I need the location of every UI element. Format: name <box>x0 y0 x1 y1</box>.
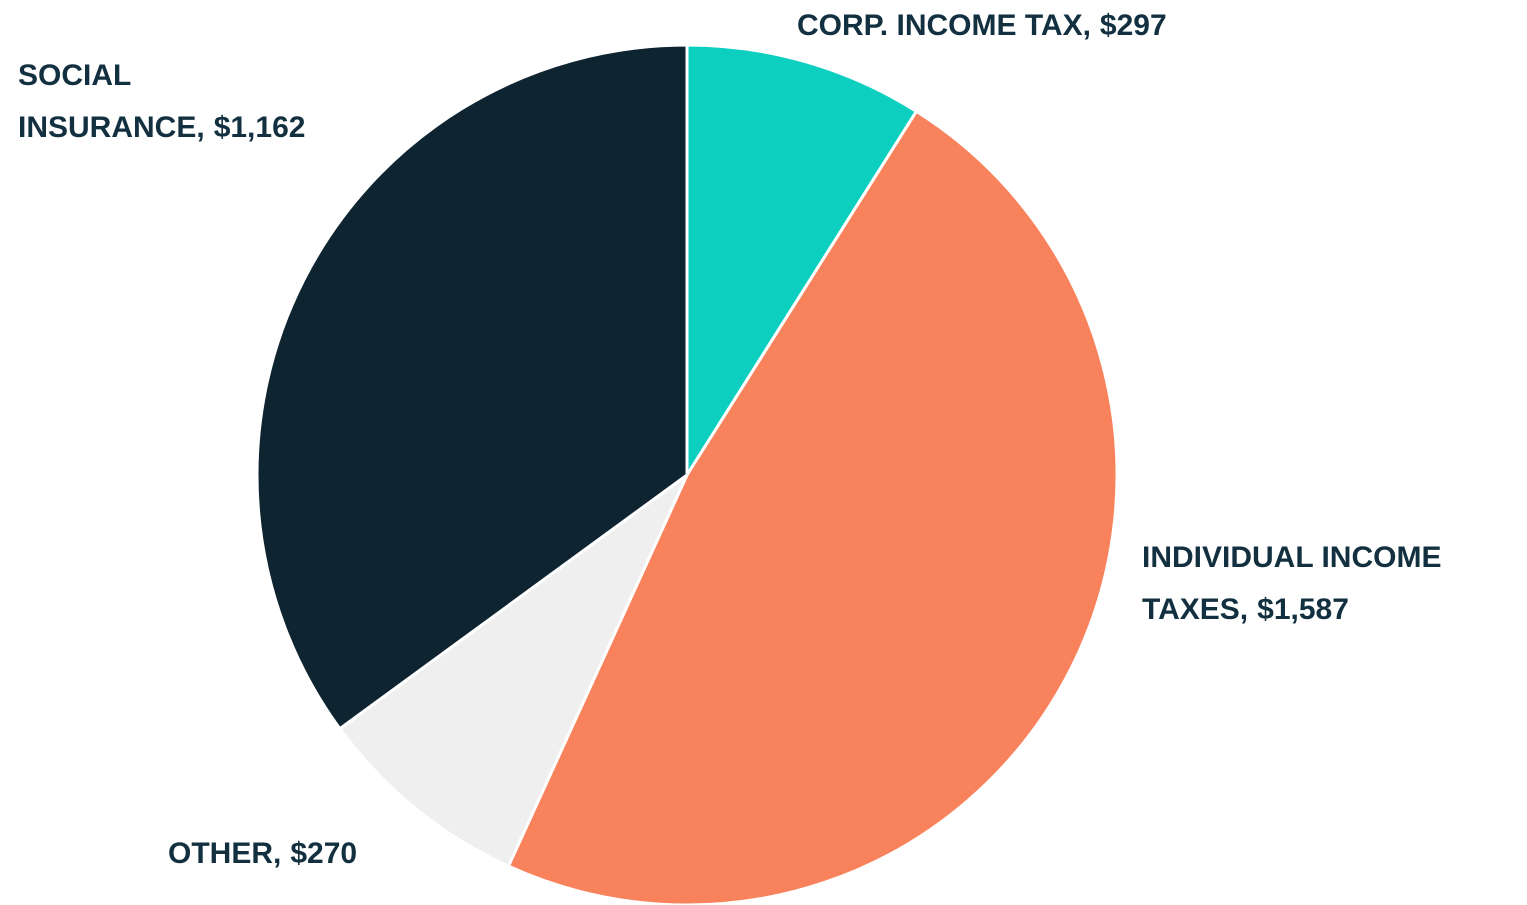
value-label: $1,162 <box>213 111 306 144</box>
category-label: INDIVIDUAL INCOME TAXES, <box>1142 541 1442 626</box>
category-label: OTHER, <box>168 837 282 870</box>
pie-slice <box>337 470 691 869</box>
pie-slice <box>255 43 689 731</box>
slice-label: INDIVIDUAL INCOME TAXES, $1,587 <box>1142 532 1522 636</box>
pie-slice <box>685 43 919 481</box>
slice-label: CORP. INCOME TAX, $297 <box>797 0 1497 52</box>
value-label: $297 <box>1099 9 1167 42</box>
value-label: $270 <box>290 837 358 870</box>
slice-label: OTHER, $270 <box>168 828 668 880</box>
category-label: SOCIAL INSURANCE, <box>18 59 205 144</box>
slice-label: SOCIAL INSURANCE, $1,162 <box>18 50 305 154</box>
value-label: $1,587 <box>1257 593 1349 626</box>
category-label: CORP. INCOME TAX, <box>797 9 1091 42</box>
